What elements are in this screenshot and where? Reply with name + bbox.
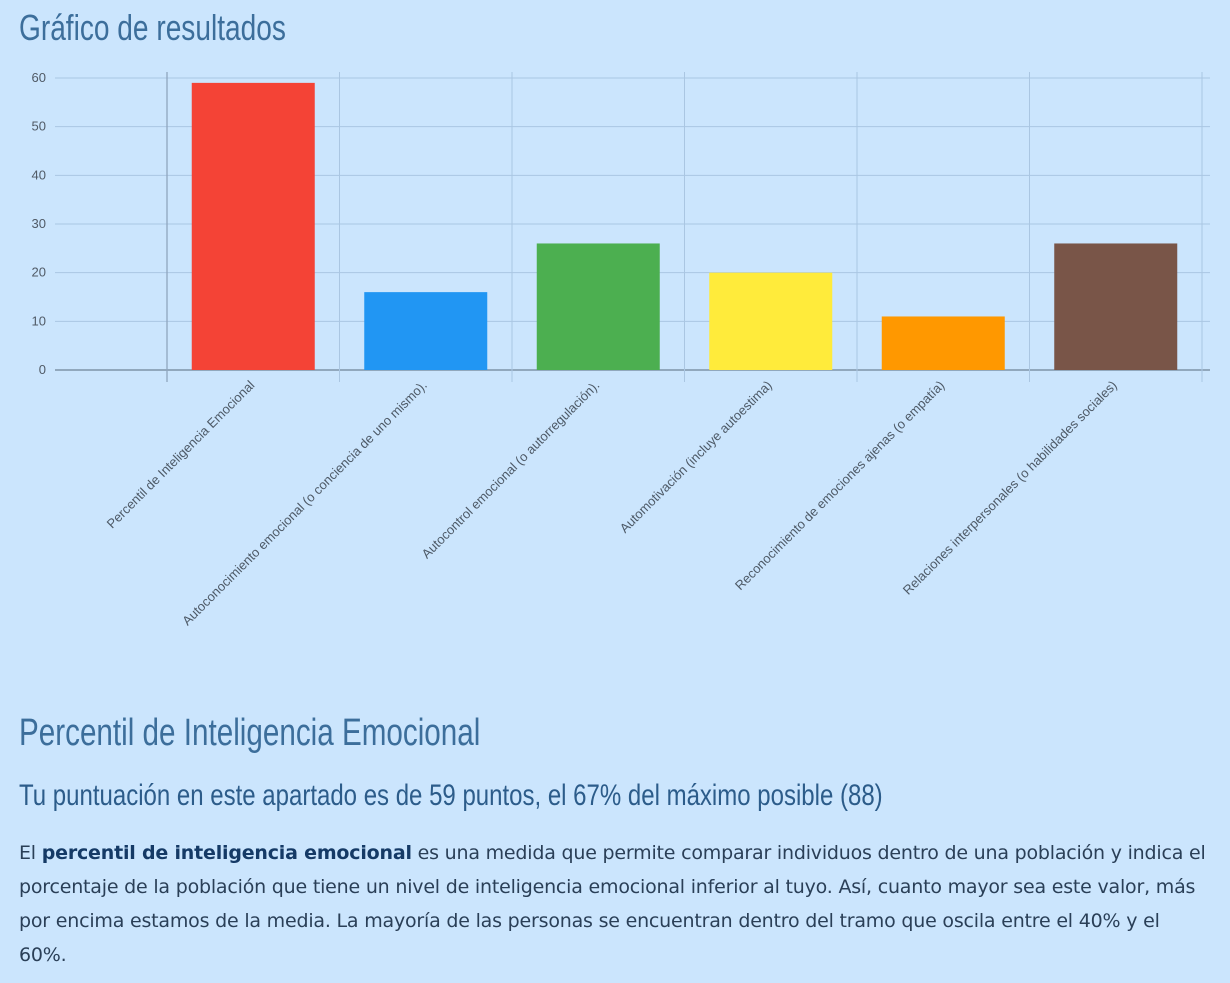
y-tick-label: 40 (32, 167, 46, 182)
score-summary: Tu puntuación en este apartado es de 59 … (19, 779, 883, 812)
section-title: Percentil de Inteligencia Emocional (19, 712, 481, 754)
bar-3 (536, 243, 660, 370)
x-tick-label: Automotivación (incluye autoestima) (617, 378, 775, 536)
x-tick-label: Percentil de Inteligencia Emocional (104, 377, 258, 531)
description-term: percentil de inteligencia emocional (41, 842, 412, 864)
x-tick-label: Reconocimiento de emociones ajenas (o em… (732, 378, 948, 594)
x-tick-label: Autocontrol emocional (o autorregulación… (419, 378, 603, 562)
description-intro: El (19, 842, 42, 864)
bar-4 (709, 272, 833, 370)
y-tick-label: 50 (32, 119, 46, 134)
x-tick-label: Relaciones interpersonales (o habilidade… (900, 378, 1120, 598)
bar-5 (881, 316, 1005, 370)
y-tick-label: 60 (32, 70, 46, 85)
description-paragraph: El percentil de inteligencia emocional e… (19, 836, 1211, 972)
chart-title: Gráfico de resultados (19, 7, 286, 48)
bar-2 (364, 292, 488, 370)
y-tick-label: 10 (32, 313, 46, 328)
y-tick-label: 30 (32, 216, 46, 231)
bar-chart: 0 10 20 30 40 50 60 Percentil de Inteligencia E… (32, 70, 1210, 628)
bar-6 (1054, 243, 1178, 370)
bar-1 (191, 82, 315, 370)
description-body: es una medida que permite comparar indiv… (19, 842, 1206, 966)
y-tick-label: 20 (32, 265, 46, 280)
y-tick-label: 0 (39, 362, 46, 377)
